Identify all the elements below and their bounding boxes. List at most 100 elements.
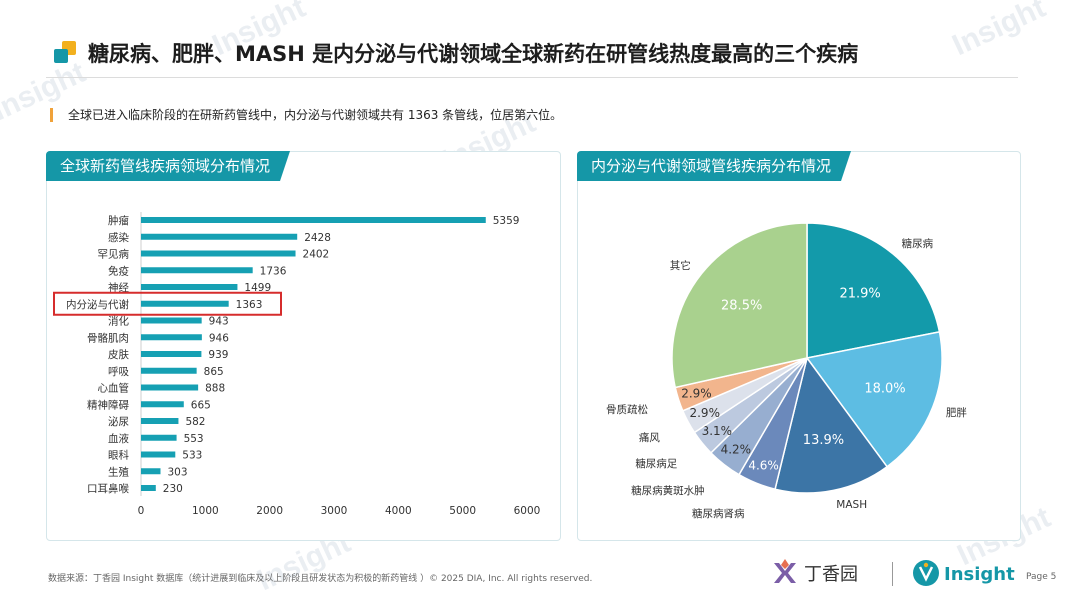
- y-tick-label: 罕见病: [98, 248, 130, 261]
- y-tick-label: 生殖: [108, 465, 129, 478]
- logo-separator: [892, 562, 893, 586]
- x-tick-label: 2000: [256, 505, 283, 517]
- bar: [141, 351, 202, 357]
- pie-category-label: 骨质疏松: [606, 403, 648, 416]
- bar: [141, 267, 253, 274]
- y-tick-label: 内分泌与代谢: [66, 298, 129, 311]
- bar: [141, 317, 202, 324]
- bar: [141, 284, 238, 290]
- pie-category-label: 其它: [670, 259, 691, 272]
- bar-value-label: 2428: [304, 232, 331, 244]
- bar-value-label: 553: [184, 433, 204, 445]
- bar: [141, 233, 298, 240]
- x-tick-label: 1000: [192, 505, 219, 517]
- y-tick-label: 血液: [108, 432, 129, 445]
- bar-value-label: 1363: [236, 299, 263, 311]
- highlight-box: [53, 291, 282, 316]
- bar-value-label: 5359: [493, 215, 520, 227]
- x-tick-label: 4000: [385, 505, 412, 517]
- bar-value-label: 1499: [244, 282, 271, 294]
- y-tick-label: 感染: [108, 231, 129, 244]
- summary-note: 全球已进入临床阶段的在研新药管线中，内分泌与代谢领域共有 1363 条管线，位居…: [68, 108, 563, 122]
- bar-value-label: 939: [208, 349, 228, 361]
- bar-value-label: 533: [182, 450, 202, 462]
- bar-value-label: 865: [204, 366, 224, 378]
- note-marker: [50, 108, 53, 122]
- y-tick-label: 泌尿: [108, 415, 129, 428]
- page-number: Page 5: [1026, 572, 1057, 582]
- bar: [141, 300, 229, 307]
- bar: [141, 401, 184, 408]
- pie-slice: [671, 222, 808, 389]
- pie-percent-label: 18.0%: [864, 381, 905, 396]
- bar-value-label: 665: [191, 399, 211, 411]
- bar: [141, 384, 199, 391]
- y-tick-label: 口耳鼻喉: [87, 482, 129, 495]
- y-tick-label: 心血管: [98, 382, 130, 395]
- bar-value-label: 230: [163, 483, 183, 495]
- section-icon: [54, 41, 76, 63]
- bar-value-label: 1736: [260, 265, 287, 277]
- bar: [141, 468, 161, 475]
- right-chart-panel: 内分泌与代谢领域管线疾病分布情况 21.9% 糖尿病 18.0% 肥胖 13.9% MAS…: [577, 151, 1021, 541]
- pie-slice: [806, 222, 941, 359]
- y-tick-label: 呼吸: [108, 366, 129, 378]
- pie-slice: [805, 330, 943, 468]
- watermark: Insight: [947, 0, 1051, 63]
- left-panel-title: 全球新药管线疾病领域分布情况: [46, 151, 290, 181]
- bar-chart: 肿瘤 5359 感染 2428 罕见病 2402 免疫 1736 神经 1499 内分泌与代谢 136…: [53, 212, 541, 517]
- bar: [141, 418, 179, 424]
- pie-category-label: 糖尿病肾病: [692, 507, 745, 520]
- pie-percent-label: 2.9%: [689, 406, 720, 420]
- y-tick-label: 肿瘤: [108, 214, 129, 227]
- pie-category-label: MASH: [836, 499, 867, 511]
- bar-value-label: 2402: [303, 249, 330, 261]
- x-tick-label: 5000: [449, 505, 476, 517]
- pie-category-label: 痛风: [639, 431, 661, 444]
- x-tick-label: 3000: [321, 505, 348, 517]
- pie-percent-label: 21.9%: [839, 286, 880, 301]
- pie-category-label: 肥胖: [946, 407, 967, 419]
- pie-category-label: 糖尿病足: [635, 457, 677, 470]
- x-tick-label: 0: [138, 505, 145, 517]
- x-tick-label: 6000: [514, 505, 541, 517]
- left-chart-panel: 全球新药管线疾病领域分布情况 肿瘤 5359 感染 2428 罕见病 2402 免疫 1736…: [46, 151, 561, 541]
- bar: [141, 451, 176, 458]
- bar: [141, 250, 296, 257]
- pie-percent-label: 28.5%: [721, 299, 762, 314]
- insight-logo: Insight: [913, 560, 1015, 586]
- title-divider: [46, 77, 1018, 78]
- bar-value-label: 943: [209, 316, 229, 328]
- bar: [141, 485, 156, 491]
- bar: [141, 334, 202, 341]
- bar: [141, 367, 197, 374]
- bar-value-label: 582: [185, 416, 205, 428]
- pie-percent-label: 13.9%: [803, 433, 844, 448]
- bar: [141, 434, 177, 441]
- pie-percent-label: 4.6%: [748, 459, 779, 473]
- pie-category-label: 糖尿病黄斑水肿: [631, 484, 705, 497]
- y-tick-label: 骨骼肌肉: [87, 331, 129, 344]
- y-tick-label: 消化: [108, 315, 129, 328]
- right-panel-title: 内分泌与代谢领域管线疾病分布情况: [577, 151, 851, 181]
- data-source-note: 数据来源：丁香园 Insight 数据库（统计进展到临床及以上阶段且研发状态为积…: [48, 574, 593, 584]
- y-tick-label: 眼科: [108, 449, 129, 462]
- bar: [141, 217, 486, 223]
- y-tick-label: 神经: [108, 281, 129, 294]
- dxy-logo: 丁香园: [774, 559, 858, 585]
- bar-value-label: 888: [205, 383, 225, 395]
- pie-percent-label: 3.1%: [702, 424, 733, 438]
- dxy-logo-text: 丁香园: [804, 564, 858, 585]
- pie-percent-label: 2.9%: [681, 387, 712, 401]
- y-tick-label: 免疫: [108, 264, 129, 277]
- page-title: 糖尿病、肥胖、MASH 是内分泌与代谢领域全球新药在研管线热度最高的三个疾病: [88, 42, 859, 66]
- bar-value-label: 303: [167, 466, 187, 478]
- pie-percent-label: 4.2%: [721, 443, 752, 457]
- pie-chart: 21.9% 糖尿病 18.0% 肥胖 13.9% MASH 4.6% 糖尿病肾病 4.2% 糖尿病…: [606, 222, 967, 520]
- pie-slice: [774, 356, 889, 494]
- bar-value-label: 946: [209, 332, 229, 344]
- insight-logo-text: Insight: [944, 564, 1015, 585]
- y-tick-label: 皮肤: [108, 348, 129, 361]
- y-tick-label: 精神障碍: [87, 398, 129, 411]
- pie-category-label: 糖尿病: [902, 237, 934, 250]
